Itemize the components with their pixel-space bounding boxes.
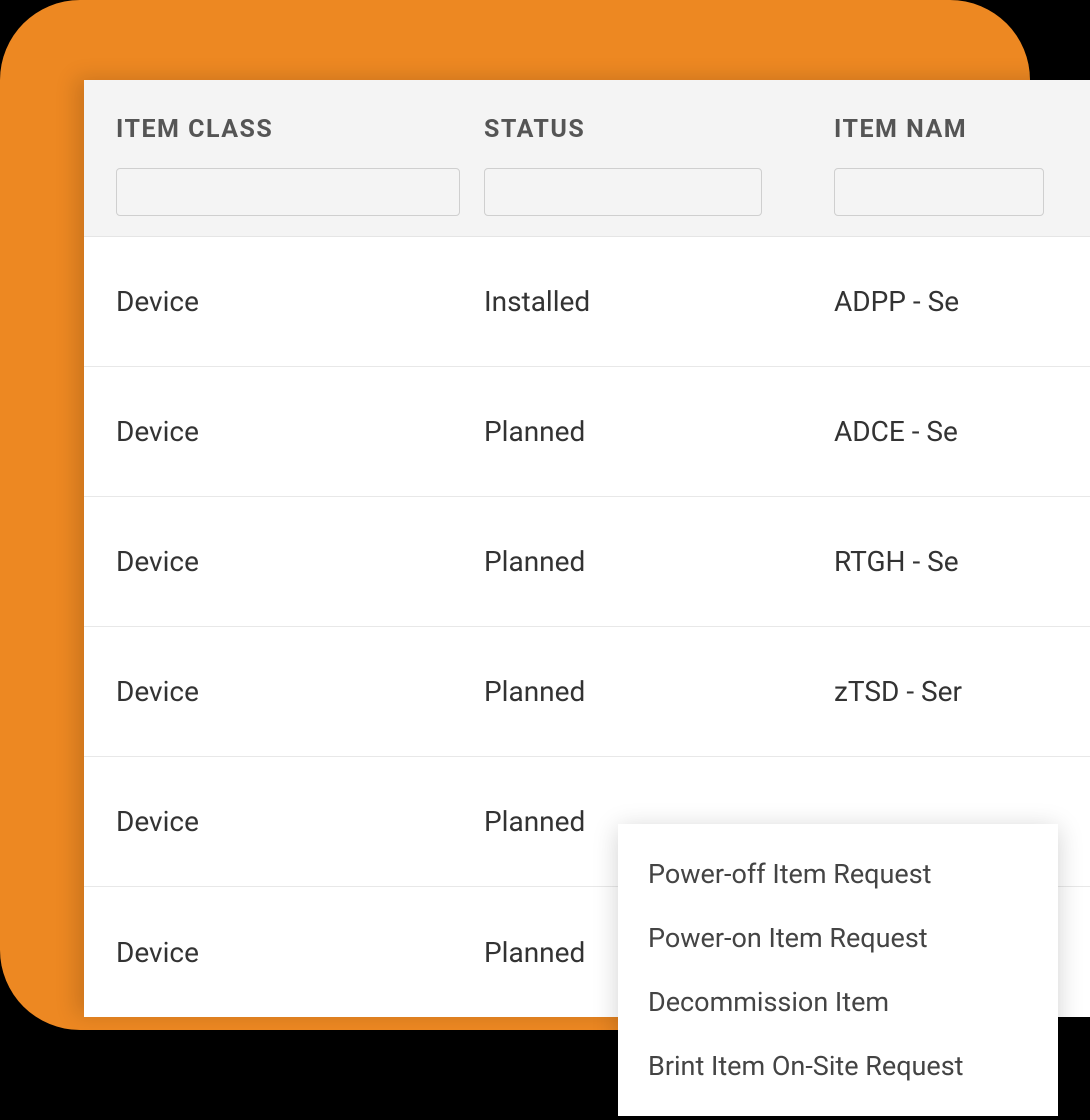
cell-status: Planned — [484, 675, 834, 708]
cell-item-class: Device — [84, 805, 484, 838]
column-label: ITEM NAM — [834, 115, 1090, 144]
menu-item-decommission[interactable]: Decommission Item — [618, 970, 1058, 1034]
filter-input-item-name[interactable] — [834, 168, 1044, 216]
table-row[interactable]: Device Planned ADCE - Se — [84, 367, 1090, 497]
menu-item-power-on[interactable]: Power-on Item Request — [618, 906, 1058, 970]
cell-item-name: RTGH - Se — [834, 545, 1090, 578]
cell-item-name: ADCE - Se — [834, 415, 1090, 448]
filter-input-status[interactable] — [484, 168, 762, 216]
cell-status: Installed — [484, 285, 834, 318]
cell-item-class: Device — [84, 545, 484, 578]
cell-item-name: zTSD - Ser — [834, 675, 1090, 708]
menu-item-power-off[interactable]: Power-off Item Request — [618, 842, 1058, 906]
filter-input-item-class[interactable] — [116, 168, 460, 216]
cell-item-class: Device — [84, 285, 484, 318]
table-row[interactable]: Device Planned RTGH - Se — [84, 497, 1090, 627]
column-header-item-class: ITEM CLASS — [84, 115, 484, 216]
table-header: ITEM CLASS STATUS ITEM NAM — [84, 80, 1090, 237]
cell-item-class: Device — [84, 415, 484, 448]
table-row[interactable]: Device Installed ADPP - Se — [84, 237, 1090, 367]
cell-status: Planned — [484, 415, 834, 448]
table-row[interactable]: Device Planned zTSD - Ser — [84, 627, 1090, 757]
menu-item-bring-onsite[interactable]: Brint Item On-Site Request — [618, 1034, 1058, 1098]
cell-status: Planned — [484, 545, 834, 578]
column-label: ITEM CLASS — [116, 115, 460, 144]
column-header-status: STATUS — [484, 115, 834, 216]
column-label: STATUS — [484, 115, 810, 144]
cell-item-class: Device — [84, 936, 484, 969]
cell-item-name: ADPP - Se — [834, 285, 1090, 318]
column-header-item-name: ITEM NAM — [834, 115, 1090, 216]
context-menu: Power-off Item Request Power-on Item Req… — [618, 824, 1058, 1116]
cell-item-class: Device — [84, 675, 484, 708]
